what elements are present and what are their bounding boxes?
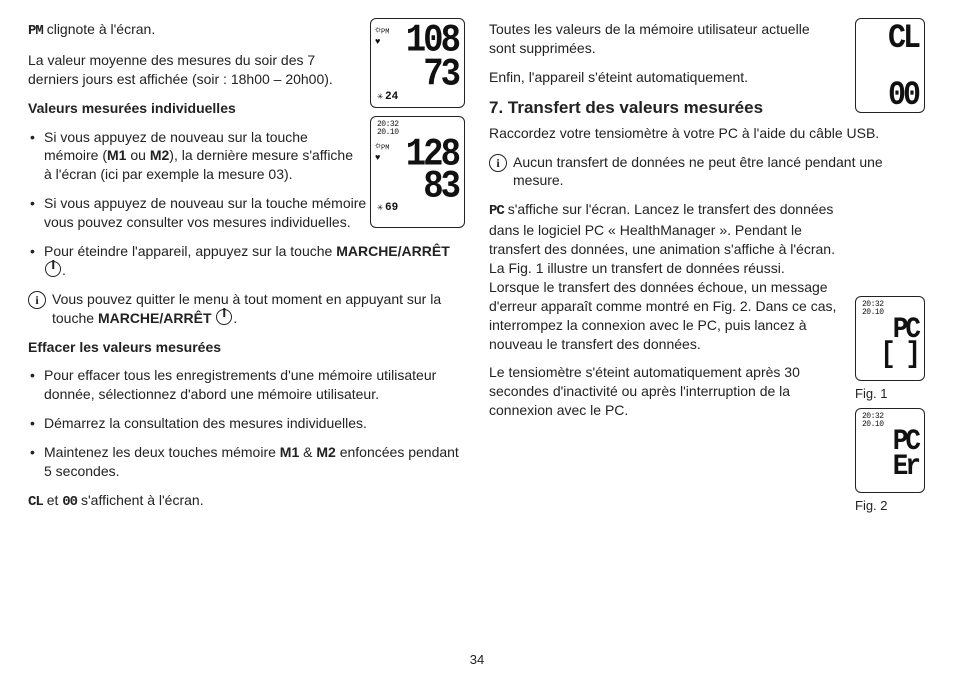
info-icon: i: [489, 154, 507, 172]
power-icon: [45, 261, 61, 277]
m1-label: M1: [280, 444, 299, 460]
m2-label: M2: [316, 444, 335, 460]
info-text: Vous pouvez quitter le menu à tout momen…: [52, 290, 465, 328]
avg-paragraph: La valeur moyenne des mesures du soir de…: [28, 51, 358, 89]
text: &: [299, 444, 316, 460]
cl-oo-line: CL et 00 s'affichent à l'écran.: [28, 491, 465, 512]
left-text-wrap: PM clignote à l'écran. La valeur moyenne…: [28, 20, 358, 184]
r5: Le tensiomètre s'éteint automatiquement …: [489, 363, 839, 420]
pc-symbol: PC: [489, 203, 504, 219]
pm-symbol: PM: [28, 23, 43, 39]
text: Si vous appuyez de nouveau sur la touche…: [44, 195, 375, 211]
list-item: Démarrez la consultation des mesures ind…: [28, 414, 465, 433]
pm-line: PM clignote à l'écran.: [28, 20, 358, 41]
lcd-display-fig1: 20:32 20.10 PC [ ]: [855, 296, 925, 381]
pc-paragraph: PC s'affiche sur l'écran. Lancez le tran…: [489, 200, 839, 353]
cl-symbol: CL: [28, 494, 43, 510]
pm-text: clignote à l'écran.: [43, 21, 155, 37]
lcd-oo: 00: [862, 80, 918, 113]
lcd-diastolic: 73: [377, 57, 458, 94]
lcd-display-fig2: 20:32 20.10 PC Er: [855, 408, 925, 493]
r3: Raccordez votre tensiomètre à votre PC à…: [489, 124, 926, 143]
right-text-wrap-pc: PC s'affiche sur l'écran. Lancez le tran…: [489, 200, 839, 420]
manual-page: PM clignote à l'écran. La valeur moyenne…: [0, 0, 954, 675]
lcd-cl: CL: [862, 23, 918, 56]
list-item: Si vous appuyez de nouveau sur la touche…: [28, 128, 358, 185]
lcd-date: 20.10: [377, 128, 399, 137]
text: s'affiche sur l'écran. Lancez le transfe…: [489, 201, 836, 351]
info-text: Aucun transfert de données ne peut être …: [513, 153, 926, 191]
list-item: Pour éteindre l'appareil, appuyez sur la…: [28, 242, 465, 280]
text: .: [62, 262, 66, 278]
fig2-caption: Fig. 2: [855, 498, 888, 513]
lcd-diastolic: 83: [377, 169, 458, 206]
lcd-brackets: [ ]: [862, 340, 918, 368]
fig1-caption: Fig. 1: [855, 386, 888, 401]
info-icon: i: [28, 291, 46, 309]
list-item: Maintenez les deux touches mémoire M1 & …: [28, 443, 465, 481]
info-note-2: i Aucun transfert de données ne peut êtr…: [489, 153, 926, 191]
oo-symbol: 00: [62, 494, 77, 510]
text: et: [43, 492, 62, 508]
lcd-display-clear: CL 00: [855, 18, 925, 113]
info-note-1: i Vous pouvez quitter le menu à tout mom…: [28, 290, 465, 328]
lcd-datetime: 20:32 20.10: [377, 121, 399, 137]
text: s'affichent à l'écran.: [77, 492, 204, 508]
marche-arret-label: MARCHE/ARRÊT: [336, 243, 450, 259]
lcd-er: Er: [862, 452, 918, 480]
m1-label: M1: [107, 147, 126, 163]
r2: Enfin, l'appareil s'éteint automatiqueme…: [489, 68, 839, 87]
text: .: [233, 310, 237, 326]
text: Maintenez les deux touches mémoire: [44, 444, 280, 460]
r1: Toutes les valeurs de la mémoire utilisa…: [489, 20, 839, 58]
lcd-display-single: 20:32 20.10 ☼PM ♥ 128 83 ✳ 69: [370, 116, 465, 228]
bullet-list-1: Si vous appuyez de nouveau sur la touche…: [28, 128, 358, 185]
m2-label: M2: [150, 147, 169, 163]
right-text-wrap-top: Toutes les valeurs de la mémoire utilisa…: [489, 20, 839, 87]
text: Pour éteindre l'appareil, appuyez sur la…: [44, 243, 336, 259]
subhead-individual-values: Valeurs mesurées individuelles: [28, 99, 358, 118]
marche-arret-label: MARCHE/ARRÊT: [98, 310, 215, 326]
subhead-erase-values: Effacer les valeurs mesurées: [28, 338, 465, 357]
lcd-display-avg: ☼PM ♥ 108 73 ✳ 24: [370, 18, 465, 108]
text: ou: [126, 147, 149, 163]
two-column-layout: PM clignote à l'écran. La valeur moyenne…: [28, 20, 926, 522]
list-item: Pour effacer tous les enregistrements d'…: [28, 366, 465, 404]
page-number: 34: [0, 652, 954, 667]
bullet-list-erase: Pour effacer tous les enregistrements d'…: [28, 366, 465, 480]
power-icon: [216, 309, 232, 325]
